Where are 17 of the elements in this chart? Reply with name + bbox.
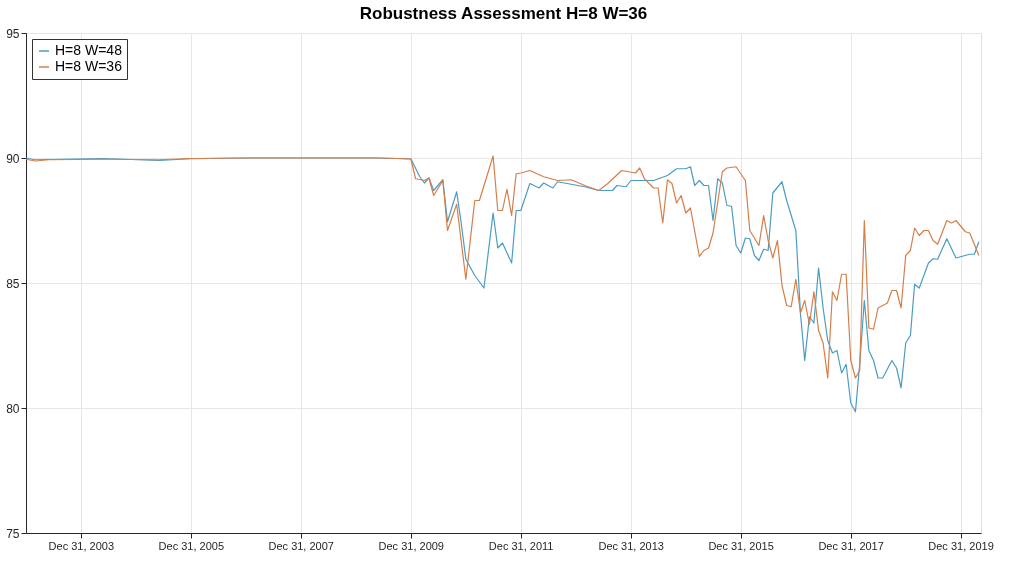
x-tick-label: Dec 31, 2017 bbox=[818, 539, 884, 552]
x-tick-label: Dec 31, 2009 bbox=[378, 539, 444, 552]
y-tick-label: 90 bbox=[6, 151, 20, 166]
y-tick-label: 80 bbox=[6, 401, 20, 416]
x-tick-label: Dec 31, 2015 bbox=[708, 539, 774, 552]
y-tick-label: 85 bbox=[6, 276, 20, 291]
legend-label: H=8 W=36 bbox=[55, 58, 123, 74]
x-tick-label: Dec 31, 2019 bbox=[928, 539, 994, 552]
y-tick-label: 95 bbox=[6, 26, 20, 41]
legend-label: H=8 W=48 bbox=[55, 42, 123, 58]
chart-title: Robustness Assessment H=8 W=36 bbox=[359, 4, 648, 23]
x-tick-label: Dec 31, 2003 bbox=[48, 539, 115, 552]
x-tick-label: Dec 31, 2011 bbox=[488, 539, 554, 552]
x-tick-label: Dec 31, 2013 bbox=[598, 539, 664, 552]
x-tick-label: Dec 31, 2007 bbox=[268, 539, 334, 552]
x-tick-label: Dec 31, 2005 bbox=[158, 539, 225, 552]
y-tick-label: 75 bbox=[6, 526, 20, 541]
